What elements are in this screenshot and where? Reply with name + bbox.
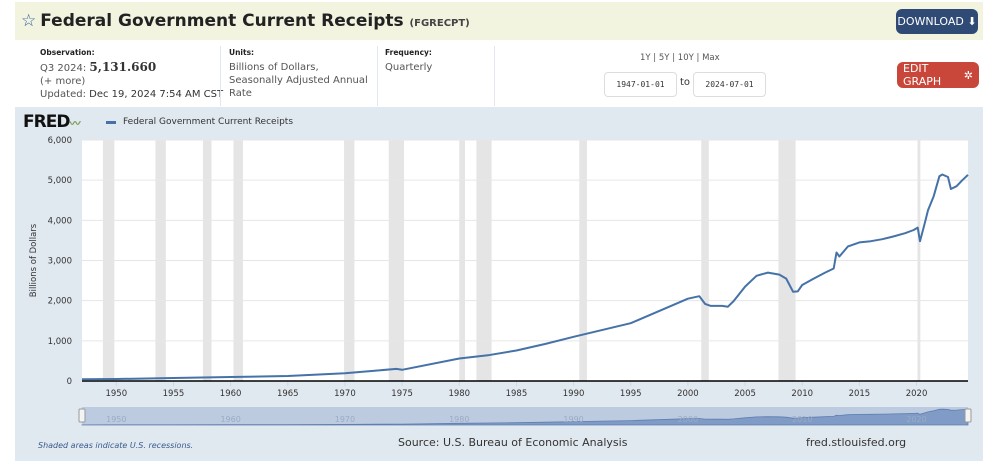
fred-logo: FRED〰	[23, 112, 80, 132]
divider	[220, 46, 221, 106]
x-tick-label: 2010	[791, 389, 813, 399]
y-tick-label: 3,000	[48, 257, 72, 267]
x-tick-label: 1990	[563, 389, 585, 399]
series-id: (FGRECPT)	[409, 18, 470, 29]
download-icon: ⬇	[967, 15, 977, 28]
recession-note: Shaded areas indicate U.S. recessions.	[38, 441, 194, 450]
x-tick-label: 1975	[391, 389, 413, 399]
x-tick-label: 1955	[163, 389, 185, 399]
divider	[377, 46, 378, 106]
page-title: ☆ Federal Government Current Receipts (FG…	[21, 11, 470, 31]
end-date-input[interactable]: 2024-07-01	[693, 72, 766, 97]
y-tick-label: 0	[67, 377, 72, 387]
edit-graph-button[interactable]: EDIT GRAPH ✲	[897, 62, 979, 88]
start-date-input[interactable]: 1947-01-01	[604, 72, 677, 97]
y-tick-label: 5,000	[48, 176, 72, 186]
y-axis-label: Billions of Dollars	[29, 223, 39, 297]
navigator-series	[81, 408, 969, 426]
navigator-handle[interactable]	[964, 408, 972, 423]
range-1y[interactable]: 1Y	[640, 53, 651, 63]
observation-value: 5,131.660	[89, 60, 157, 74]
x-tick-label: 1970	[334, 389, 356, 399]
to-label: to	[680, 77, 691, 88]
fred-chart-icon: 〰	[69, 117, 80, 130]
units-block: Units: Billions of Dollars, Seasonally Ad…	[229, 48, 368, 99]
title-bar: ☆ Federal Government Current Receipts (FG…	[15, 2, 983, 40]
range-selector: 1Y | 5Y | 10Y | Max	[640, 53, 720, 63]
range-5y[interactable]: 5Y	[658, 53, 670, 63]
star-icon[interactable]: ☆	[21, 11, 37, 31]
navigator-tick-label: 1950	[106, 415, 126, 424]
y-tick-label: 1,000	[48, 337, 72, 347]
source: Source: U.S. Bureau of Economic Analysis	[398, 436, 628, 449]
legend-label: Federal Government Current Receipts	[123, 117, 294, 127]
more-link[interactable]: (+ more)	[40, 76, 86, 87]
navigator-tick-label: 2010	[792, 415, 812, 424]
legend-swatch	[106, 120, 116, 124]
x-tick-label: 1965	[277, 389, 299, 399]
download-button[interactable]: DOWNLOAD ⬇	[896, 9, 978, 34]
x-tick-label: 2000	[677, 389, 699, 399]
y-tick-label: 6,000	[48, 136, 72, 146]
x-tick-label: 2005	[734, 389, 756, 399]
y-tick-label: 2,000	[48, 297, 72, 307]
navigator-tick-label: 1990	[563, 415, 583, 424]
observation-block: Observation: Q3 2024: 5,131.660 (+ more)…	[40, 48, 224, 100]
x-tick-label: 2020	[906, 389, 928, 399]
navigator-tick-label: 1980	[449, 415, 469, 424]
frequency-block: Frequency: Quarterly	[385, 48, 433, 73]
navigator-handle[interactable]	[78, 408, 86, 423]
x-tick-label: 1950	[105, 389, 127, 399]
x-tick-label: 1985	[506, 389, 528, 399]
y-tick-label: 4,000	[48, 216, 72, 226]
x-tick-label: 1995	[620, 389, 642, 399]
range-max[interactable]: Max	[702, 53, 720, 63]
navigator-tick-label: 1960	[220, 415, 240, 424]
divider	[494, 46, 495, 106]
site-link[interactable]: fred.stlouisfed.org	[806, 436, 907, 449]
legend: Federal Government Current Receipts	[106, 117, 293, 127]
x-tick-label: 1980	[448, 389, 470, 399]
navigator-tick-label: 1970	[335, 415, 355, 424]
x-tick-label: 2015	[849, 389, 871, 399]
range-10y[interactable]: 10Y	[677, 53, 694, 63]
x-tick-label: 1960	[220, 389, 242, 399]
navigator-tick-label: 2020	[906, 415, 926, 424]
navigator-tick-label: 2000	[678, 415, 698, 424]
gear-icon: ✲	[963, 68, 973, 82]
